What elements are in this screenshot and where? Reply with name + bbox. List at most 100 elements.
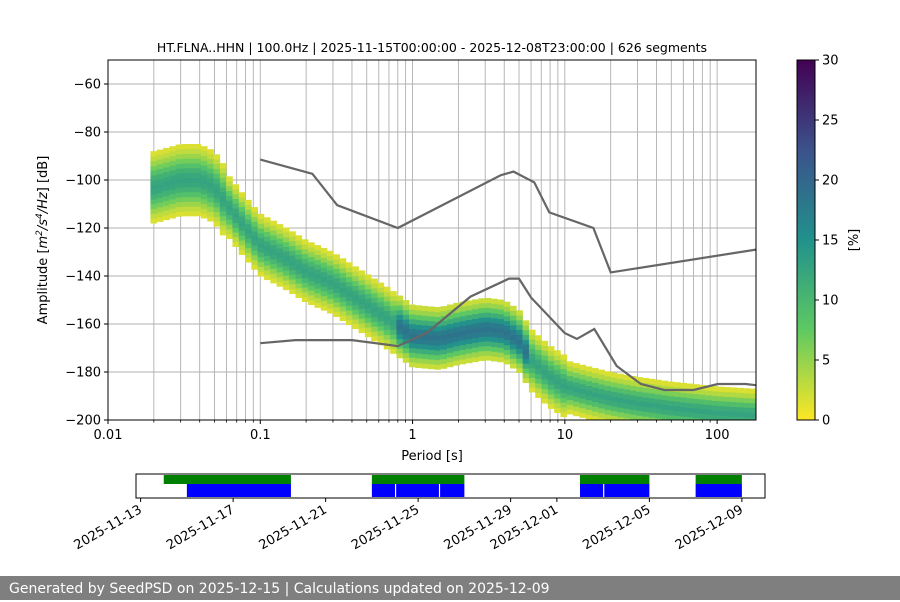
heatmap-cell xyxy=(465,314,473,321)
colorbar-gradient xyxy=(796,59,816,421)
heatmap-cell xyxy=(686,407,694,413)
heatmap-cell xyxy=(434,316,441,322)
heatmap-cell xyxy=(591,372,599,378)
noise-model-nhnm xyxy=(260,158,756,274)
heatmap-cell xyxy=(731,421,738,426)
heatmap-cell xyxy=(352,309,359,315)
heatmap-cell xyxy=(238,235,246,241)
heatmap-cell xyxy=(181,163,189,169)
heatmap-cell xyxy=(497,304,504,310)
heatmap-cell xyxy=(396,305,404,311)
heatmap-cell xyxy=(364,293,372,299)
heatmap-cell xyxy=(446,333,454,339)
heatmap-cell xyxy=(673,396,681,402)
heatmap-cell xyxy=(320,247,328,254)
heatmap-cell xyxy=(730,397,738,403)
heatmap-cell xyxy=(642,387,650,393)
heatmap-cell xyxy=(150,213,158,219)
heatmap-cell xyxy=(213,202,221,208)
heatmap-cell xyxy=(181,196,189,202)
heatmap-cell xyxy=(440,330,448,336)
heatmap-cell xyxy=(181,148,189,154)
heatmap-cell xyxy=(163,210,170,216)
heatmap-cell xyxy=(390,291,397,297)
heatmap-cell xyxy=(257,247,265,253)
heatmap-cell xyxy=(749,407,756,413)
heatmap-cell xyxy=(156,207,164,213)
heatmap-cell xyxy=(472,352,479,358)
heatmap-cell xyxy=(282,270,290,276)
heatmap-cell xyxy=(585,390,593,396)
heatmap-cell xyxy=(301,287,309,293)
heatmap-cell xyxy=(705,409,713,415)
heatmap-cell xyxy=(491,303,498,309)
heatmap-cell xyxy=(624,423,631,428)
heatmap-cell xyxy=(743,407,750,413)
heatmap-cell xyxy=(245,252,252,258)
heatmap-cell xyxy=(213,216,221,222)
heatmap-cell xyxy=(440,344,448,350)
heatmap-cell xyxy=(484,317,492,323)
heatmap-cell xyxy=(345,319,353,326)
heatmap-cell xyxy=(188,206,195,212)
heatmap-cell xyxy=(434,331,441,337)
heatmap-cell xyxy=(213,154,221,160)
heatmap-cell xyxy=(169,189,176,195)
heatmap-cell xyxy=(409,318,416,325)
heatmap-cell xyxy=(169,174,176,181)
heatmap-cell xyxy=(232,227,240,233)
heatmap-cell xyxy=(163,167,170,173)
heatmap-cell xyxy=(623,384,631,390)
heatmap-cell xyxy=(308,242,315,248)
heatmap-cell xyxy=(604,371,612,377)
heatmap-cell xyxy=(320,271,328,278)
heatmap-cell xyxy=(383,286,391,292)
heatmap-cell xyxy=(617,388,624,394)
heatmap-cell xyxy=(409,357,416,363)
heatmap-cell xyxy=(181,182,189,188)
heatmap-cell xyxy=(345,286,353,292)
heatmap-cell xyxy=(547,374,555,381)
heatmap-cell xyxy=(453,307,460,313)
heatmap-cell xyxy=(415,362,422,369)
heatmap-cell xyxy=(453,322,460,328)
heatmap-cell xyxy=(547,379,555,385)
y-tick-label: −180 xyxy=(65,366,101,381)
heatmap-cell xyxy=(181,211,189,217)
heatmap-cell xyxy=(371,307,378,313)
heatmap-cell xyxy=(421,329,429,335)
heatmap-cell xyxy=(623,374,631,380)
heatmap-cell xyxy=(200,198,208,205)
heatmap-cell xyxy=(156,211,164,218)
heatmap-cell xyxy=(686,393,694,399)
heatmap-cell xyxy=(263,260,271,266)
heatmap-cell xyxy=(314,249,322,256)
heatmap-cell xyxy=(175,187,183,193)
heatmap-cell xyxy=(188,163,195,169)
heatmap-cell xyxy=(497,323,504,329)
heatmap-cell xyxy=(163,147,170,153)
heatmap-cell xyxy=(516,339,523,345)
heatmap-cell xyxy=(648,402,656,408)
heatmap-cell xyxy=(427,335,435,341)
heatmap-cell xyxy=(478,336,486,342)
heatmap-cell xyxy=(289,245,296,251)
heatmap-cell xyxy=(276,272,284,278)
heatmap-cell xyxy=(308,295,315,301)
heatmap-cell xyxy=(188,192,195,198)
heatmap-cell xyxy=(383,301,391,307)
heatmap-cell xyxy=(415,319,422,325)
heatmap-cell xyxy=(598,393,605,399)
heatmap-cell xyxy=(251,216,258,222)
heatmap-cell xyxy=(301,248,309,254)
heatmap-cell xyxy=(465,334,473,340)
heatmap-cell xyxy=(692,398,700,404)
heatmap-cell xyxy=(308,271,315,277)
x-axis: 0.01 0.1 1 10 100 xyxy=(94,420,730,443)
heatmap-cell xyxy=(547,394,555,400)
heatmap-cell xyxy=(535,354,542,360)
colorbar-tick-label: 30 xyxy=(822,54,839,69)
heatmap-cell xyxy=(175,206,183,212)
heatmap-cell xyxy=(560,397,568,403)
heatmap-cell xyxy=(598,379,605,385)
